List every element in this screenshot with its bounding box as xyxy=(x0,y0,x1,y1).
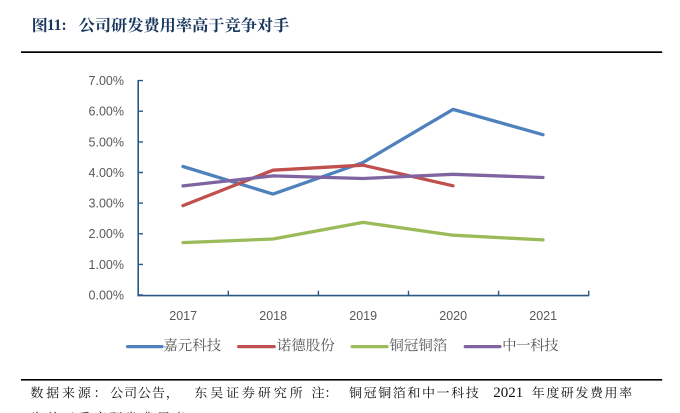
svg-text:5.00%: 5.00% xyxy=(89,135,124,149)
svg-text:2021: 2021 xyxy=(529,309,557,323)
svg-text:2.00%: 2.00% xyxy=(89,227,124,241)
svg-text:11:: 11: xyxy=(47,17,67,34)
svg-text:2020: 2020 xyxy=(439,309,467,323)
svg-text:2017: 2017 xyxy=(169,309,197,323)
svg-text:2018: 2018 xyxy=(259,309,287,323)
svg-text:1.00%: 1.00% xyxy=(89,258,124,272)
svg-text:0.00%: 0.00% xyxy=(89,288,124,302)
svg-text:4.00%: 4.00% xyxy=(89,166,124,180)
svg-text:6.00%: 6.00% xyxy=(89,105,124,119)
svg-text:3.00%: 3.00% xyxy=(89,197,124,211)
svg-text:2021: 2021 xyxy=(493,385,523,401)
svg-text:7.00%: 7.00% xyxy=(89,74,124,88)
svg-text:2019: 2019 xyxy=(349,309,377,323)
